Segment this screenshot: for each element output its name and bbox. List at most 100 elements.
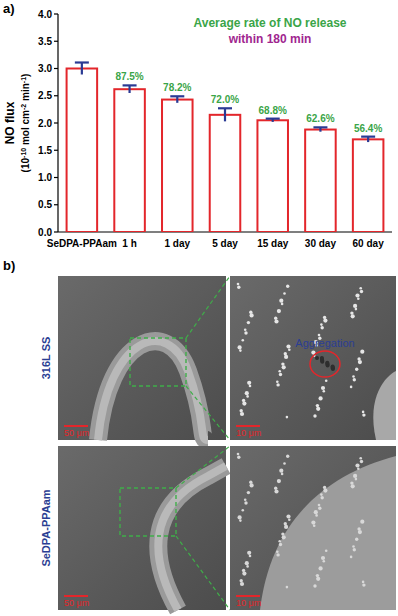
platelet bbox=[283, 292, 286, 295]
platelet bbox=[244, 329, 247, 332]
zoom-line bbox=[186, 386, 230, 440]
platelet bbox=[355, 308, 358, 311]
platelet bbox=[277, 309, 281, 313]
platelet bbox=[351, 314, 355, 318]
platelet bbox=[284, 525, 288, 529]
y-tick bbox=[54, 68, 58, 69]
y-label-part: mol cm bbox=[20, 110, 31, 148]
bar bbox=[353, 139, 384, 232]
x-tick-label: 60 day bbox=[353, 238, 385, 249]
platelet bbox=[360, 520, 364, 524]
sem-background bbox=[230, 276, 396, 440]
platelet bbox=[352, 545, 355, 548]
platelet bbox=[353, 474, 357, 478]
platelet bbox=[313, 584, 316, 587]
platelet bbox=[246, 395, 249, 398]
retention-label: 68.8% bbox=[259, 105, 287, 116]
platelet bbox=[353, 304, 357, 308]
platelet bbox=[274, 489, 278, 493]
platelet bbox=[286, 416, 289, 419]
platelet bbox=[321, 556, 325, 560]
y-label-part: ) bbox=[20, 74, 31, 77]
platelet bbox=[315, 514, 318, 517]
platelet bbox=[244, 501, 247, 504]
platelet bbox=[325, 380, 328, 383]
retention-label: 72.0% bbox=[211, 94, 239, 105]
platelet bbox=[360, 460, 363, 463]
platelet bbox=[358, 360, 362, 364]
y-tick bbox=[54, 150, 58, 151]
platelet bbox=[321, 326, 324, 329]
x-tick-label: 30 day bbox=[305, 238, 337, 249]
platelet bbox=[274, 319, 278, 323]
y-tick bbox=[54, 122, 58, 123]
platelet bbox=[362, 411, 365, 414]
platelet bbox=[319, 396, 323, 400]
platelet bbox=[355, 463, 359, 467]
platelet bbox=[242, 339, 245, 342]
platelet bbox=[239, 519, 242, 522]
platelet bbox=[286, 514, 290, 518]
platelet bbox=[311, 521, 315, 525]
wire bbox=[98, 341, 208, 440]
scale-bar bbox=[236, 595, 260, 597]
platelet bbox=[249, 555, 252, 558]
error-bar bbox=[170, 96, 184, 103]
error-bar bbox=[75, 63, 89, 75]
platelet bbox=[321, 386, 325, 390]
platelet bbox=[321, 496, 324, 499]
zoom-line bbox=[186, 276, 230, 338]
scale-bar-label: 50 μm bbox=[64, 428, 89, 438]
y-tick-label: 0.5 bbox=[38, 199, 52, 210]
error-cap bbox=[218, 107, 232, 109]
platelet bbox=[278, 540, 281, 543]
sem-image-high bbox=[230, 276, 396, 440]
platelet bbox=[358, 530, 362, 534]
error-bar bbox=[361, 137, 375, 142]
subtitle: within 180 min bbox=[228, 32, 312, 46]
error-bar bbox=[218, 108, 232, 121]
aggregate bbox=[315, 356, 319, 360]
error-bar bbox=[313, 127, 327, 131]
error-cap bbox=[313, 126, 327, 128]
platelet bbox=[286, 285, 289, 288]
bar bbox=[162, 100, 193, 232]
platelet bbox=[283, 462, 286, 465]
wire-highlight bbox=[98, 341, 208, 440]
platelet bbox=[313, 414, 316, 417]
bar bbox=[67, 69, 98, 233]
error-cap bbox=[361, 136, 375, 138]
platelet bbox=[250, 313, 254, 317]
sem-background bbox=[58, 276, 226, 440]
x-tick-label: SeDPA-PPAam bbox=[47, 238, 117, 249]
platelet bbox=[360, 290, 363, 293]
platelet bbox=[281, 473, 284, 476]
platelet bbox=[242, 402, 246, 406]
retention-label: 87.5% bbox=[115, 71, 143, 82]
platelet bbox=[355, 293, 359, 297]
platelet bbox=[288, 518, 291, 521]
platelet bbox=[239, 349, 242, 352]
platelet bbox=[282, 365, 286, 369]
sem-background bbox=[230, 446, 396, 610]
error-stem bbox=[81, 63, 83, 75]
platelet bbox=[244, 331, 247, 334]
y-tick-label: 1.5 bbox=[38, 145, 52, 156]
bar bbox=[114, 89, 145, 232]
platelet bbox=[318, 507, 321, 510]
row-label: 316L SS bbox=[40, 337, 52, 380]
y-tick-label: 1.0 bbox=[38, 172, 52, 183]
platelet bbox=[351, 484, 355, 488]
error-stem bbox=[224, 108, 226, 121]
aggregate bbox=[325, 362, 329, 366]
error-bar bbox=[123, 85, 137, 93]
platelet bbox=[350, 556, 353, 559]
y-label-part: min bbox=[20, 83, 31, 104]
scale-bar bbox=[64, 595, 88, 597]
platelet bbox=[314, 510, 318, 514]
platelet bbox=[362, 583, 365, 586]
platelet bbox=[318, 334, 321, 337]
scale-bar-label: 10 μm bbox=[236, 598, 261, 608]
scale-bar-label: 10 μm bbox=[236, 428, 261, 438]
platelet bbox=[286, 344, 290, 348]
